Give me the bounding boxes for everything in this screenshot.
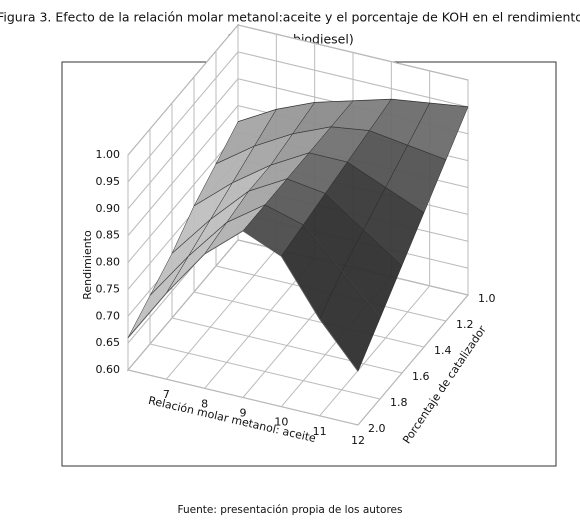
y-tick-label: 1.0 bbox=[478, 292, 496, 305]
x-tick-label: 12 bbox=[351, 434, 365, 447]
grid-line bbox=[319, 285, 431, 417]
z-tick-label: 0.90 bbox=[96, 202, 121, 215]
z-tick-label: 0.80 bbox=[96, 256, 121, 269]
x-tick-label: 11 bbox=[313, 425, 327, 438]
grid-line bbox=[127, 78, 239, 210]
grid-line bbox=[127, 132, 239, 263]
z-tick-label: 0.75 bbox=[96, 282, 121, 295]
surface-line bbox=[127, 230, 359, 372]
y-tick-label: 1.4 bbox=[434, 344, 452, 357]
grid-line bbox=[127, 51, 239, 183]
y-tick-label: 2.0 bbox=[368, 422, 386, 435]
z-tick-label: 0.65 bbox=[96, 336, 121, 349]
source-note: Fuente: presentación propia de los autor… bbox=[178, 504, 403, 516]
x-tick-label: 9 bbox=[240, 407, 247, 420]
grid-line bbox=[127, 105, 239, 236]
grid-line bbox=[165, 248, 277, 380]
z-tick-label: 0.95 bbox=[96, 175, 121, 188]
grid-line bbox=[127, 369, 359, 426]
x-tick-label: 10 bbox=[274, 416, 288, 429]
y-tick-label: 1.8 bbox=[390, 396, 408, 409]
x-tick-label: 7 bbox=[163, 388, 170, 401]
z-tick-label: 0.60 bbox=[96, 363, 121, 376]
grid-line bbox=[127, 24, 239, 156]
grid-line bbox=[357, 294, 469, 426]
chart-title: Figura 3. Efecto de la relación molar me… bbox=[0, 10, 580, 25]
grid-line bbox=[149, 343, 381, 400]
z-axis-label: Rendimiento bbox=[81, 230, 94, 300]
y-tick-label: 1.6 bbox=[412, 370, 430, 383]
grid-line bbox=[171, 317, 403, 374]
y-tick-label: 1.2 bbox=[456, 318, 474, 331]
z-tick-label: 1.00 bbox=[96, 148, 121, 161]
z-tick-label: 0.85 bbox=[96, 229, 121, 242]
z-tick-label: 0.70 bbox=[96, 309, 121, 322]
grid-line bbox=[127, 239, 239, 371]
x-tick-label: 8 bbox=[201, 397, 208, 410]
grid-line bbox=[193, 291, 425, 348]
